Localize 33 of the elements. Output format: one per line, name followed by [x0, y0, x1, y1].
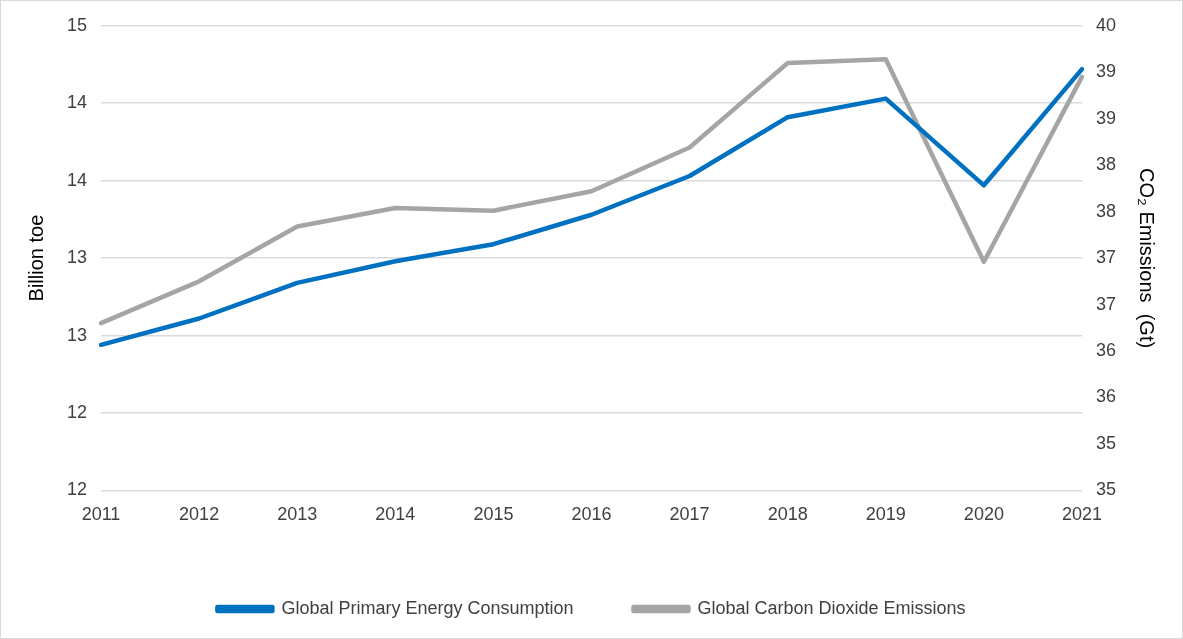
y2-tick-label: 39	[1095, 107, 1117, 128]
x-tick-label: 2017	[669, 504, 710, 525]
y2-tick-label: 38	[1095, 200, 1117, 221]
y-tick-label: 15	[66, 14, 88, 35]
x-tick-label: 2018	[767, 504, 808, 525]
x-tick-label: 2013	[277, 504, 318, 525]
x-tick-label: 2019	[865, 504, 906, 525]
legend-label: Global Primary Energy Consumption	[281, 597, 574, 618]
y-axis-title: Billion toe	[24, 214, 47, 302]
y-tick-label: 12	[66, 479, 88, 500]
y-tick-label: 14	[66, 92, 88, 113]
y2-tick-label: 36	[1095, 386, 1117, 407]
y-tick-label: 13	[66, 324, 88, 345]
legend-label: Global Carbon Dioxide Emissions	[697, 597, 966, 618]
x-tick-label: 2012	[179, 504, 220, 525]
y2-tick-label: 37	[1095, 247, 1117, 268]
y-tick-label: 12	[66, 401, 88, 422]
y2-tick-label: 40	[1095, 14, 1117, 35]
y2-tick-label: 38	[1095, 154, 1117, 175]
y2-tick-label: 37	[1095, 293, 1117, 314]
y2-tick-label: 35	[1095, 432, 1117, 453]
y2-tick-label: 39	[1095, 61, 1117, 82]
x-tick-label: 2014	[375, 504, 416, 525]
x-tick-label: 2016	[571, 504, 612, 525]
x-tick-label: 2011	[81, 504, 121, 525]
y2-tick-label: 36	[1095, 339, 1117, 360]
y-tick-label: 14	[66, 169, 88, 190]
y2-tick-label: 35	[1095, 479, 1117, 500]
x-tick-label: 2021	[1061, 504, 1102, 525]
x-tick-label: 2020	[963, 504, 1004, 525]
y2-axis-title: CO₂ Emissions (Gt)	[1136, 168, 1159, 349]
y-tick-label: 13	[66, 247, 88, 268]
x-tick-label: 2015	[473, 504, 514, 525]
